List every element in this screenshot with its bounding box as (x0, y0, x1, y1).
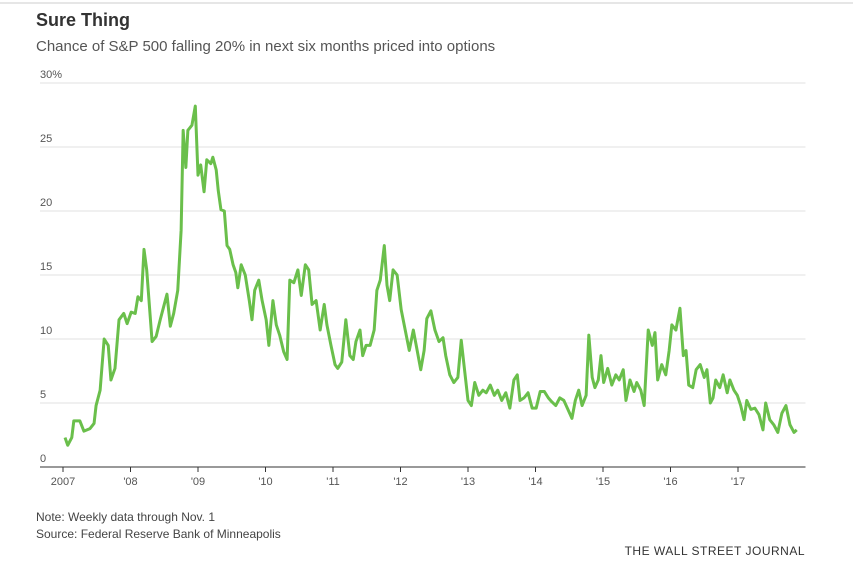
x-tick-label: '17 (731, 476, 745, 488)
source: Source: Federal Reserve Bank of Minneapo… (36, 527, 281, 541)
x-tick-label: '08 (123, 476, 137, 488)
x-tick-label: '16 (663, 476, 677, 488)
y-tick-label: 10 (40, 325, 52, 337)
x-tick-label: '11 (326, 476, 340, 488)
chart-subtitle: Chance of S&P 500 falling 20% in next si… (36, 38, 495, 55)
y-tick-label: 20 (40, 197, 52, 209)
y-tick-label: 25 (40, 133, 52, 145)
y-tick-label: 0 (40, 453, 46, 465)
x-tick-label: '15 (596, 476, 610, 488)
note: Note: Weekly data through Nov. 1 (36, 510, 215, 524)
chart-title: Sure Thing (36, 10, 130, 30)
x-tick-label: 2007 (51, 476, 75, 488)
y-tick-label: 15 (40, 261, 52, 273)
x-tick-label: '13 (461, 476, 475, 488)
y-tick-label: 30% (40, 69, 62, 81)
data-line (63, 104, 798, 447)
credit: THE WALL STREET JOURNAL (625, 544, 805, 558)
x-tick-label: '14 (528, 476, 542, 488)
x-tick-label: '12 (393, 476, 407, 488)
x-tick-label: '09 (191, 476, 205, 488)
x-tick-label: '10 (258, 476, 272, 488)
y-tick-label: 5 (40, 389, 46, 401)
